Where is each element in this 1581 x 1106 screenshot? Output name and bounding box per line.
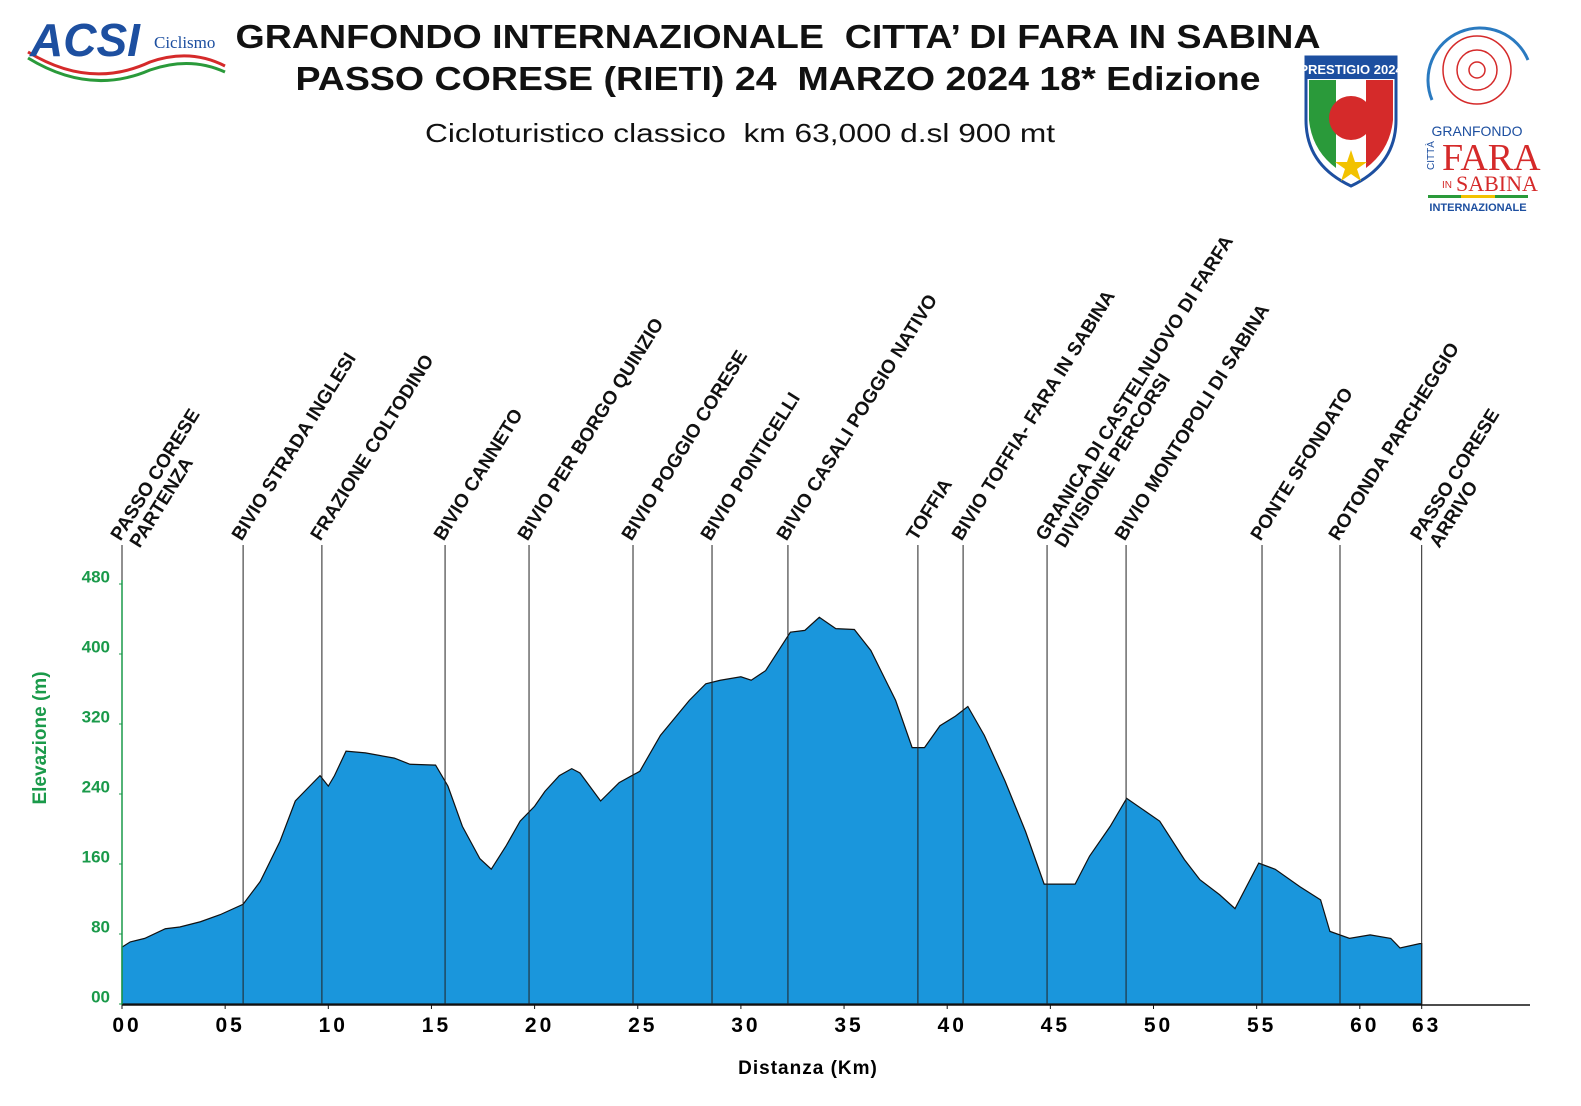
acsi-logo: ACSI Ciclismo (27, 14, 226, 83)
y-tick-label: 320 (82, 707, 110, 726)
logo-text: GRANFONDO (1432, 123, 1523, 139)
x-tick-label: 63 (1412, 1014, 1441, 1037)
x-tick-label: 10 (319, 1014, 348, 1037)
swoosh (27, 50, 226, 76)
waypoint-label: BIVIO CANNETO (430, 406, 528, 545)
logo-text: IN (1442, 180, 1452, 191)
logo-text: INTERNAZIONALE (1429, 202, 1526, 214)
x-tick-label: 30 (731, 1014, 760, 1037)
swoosh (27, 56, 226, 83)
x-tick-label: 40 (938, 1014, 967, 1037)
logo-text: FARA (1442, 137, 1541, 179)
x-tick-label: 60 (1350, 1014, 1379, 1037)
waypoint-label: BIVIO CASALI POGGIO NATIVO (773, 291, 942, 544)
ring (1426, 26, 1530, 101)
x-tick-label: 25 (628, 1014, 657, 1037)
spiral (1442, 35, 1512, 105)
x-tick-label: 55 (1247, 1014, 1276, 1037)
y-tick-label: 160 (82, 847, 110, 866)
fara-logo: GRANFONDO CITTÀ FARA IN SABINA INTERNAZI… (1424, 26, 1541, 214)
y-tick-label: 80 (91, 917, 110, 936)
logo-text: SABINA (1456, 171, 1538, 196)
x-tick-label: 00 (112, 1014, 141, 1037)
y-axis-label: Elevazione (m) (30, 671, 51, 804)
y-tick-label: 480 (82, 567, 110, 586)
x-tick-label: 45 (1041, 1014, 1070, 1037)
chart-subtitle: PASSO CORESE (RIETI) 24 MARZO 2024 18* E… (296, 60, 1261, 97)
x-tick-label: 35 (834, 1014, 863, 1037)
chart-title: GRANFONDO INTERNAZIONALE CITTA’ DI FARA … (236, 18, 1321, 55)
y-tick-label: 400 (82, 637, 110, 656)
waypoint-text: BIVIO CASALI POGGIO NATIVO (773, 291, 942, 544)
y-tick-label: 240 (82, 777, 110, 796)
shield-band (1306, 57, 1396, 79)
color-bar (1461, 195, 1495, 198)
badge-text: PRESTIGIO 2024 (1299, 62, 1403, 77)
shield-green (1309, 80, 1336, 168)
x-tick-label: 05 (215, 1014, 244, 1037)
badge: PRESTIGIO 2024 (1299, 55, 1403, 188)
shield-red (1366, 80, 1393, 168)
spiral (1468, 61, 1486, 79)
star (1335, 150, 1367, 181)
x-tick-label: 20 (525, 1014, 554, 1037)
waypoint-text: BIVIO CANNETO (430, 406, 528, 545)
x-tick-label: 15 (422, 1014, 451, 1037)
logo-text: ACSI (29, 14, 141, 66)
shield-emblem (1329, 96, 1373, 140)
description: Cicloturistico classico km 63,000 d.sl 9… (425, 118, 1056, 148)
x-tick-label: 50 (1144, 1014, 1173, 1037)
elevation-area (121, 616, 1423, 1005)
spiral (1456, 49, 1498, 91)
logo-text: Ciclismo (154, 33, 215, 52)
y-tick-label: 00 (91, 987, 110, 1006)
x-axis-label: Distanza (Km) (738, 1058, 878, 1079)
logo-text: CITTÀ (1424, 141, 1437, 170)
